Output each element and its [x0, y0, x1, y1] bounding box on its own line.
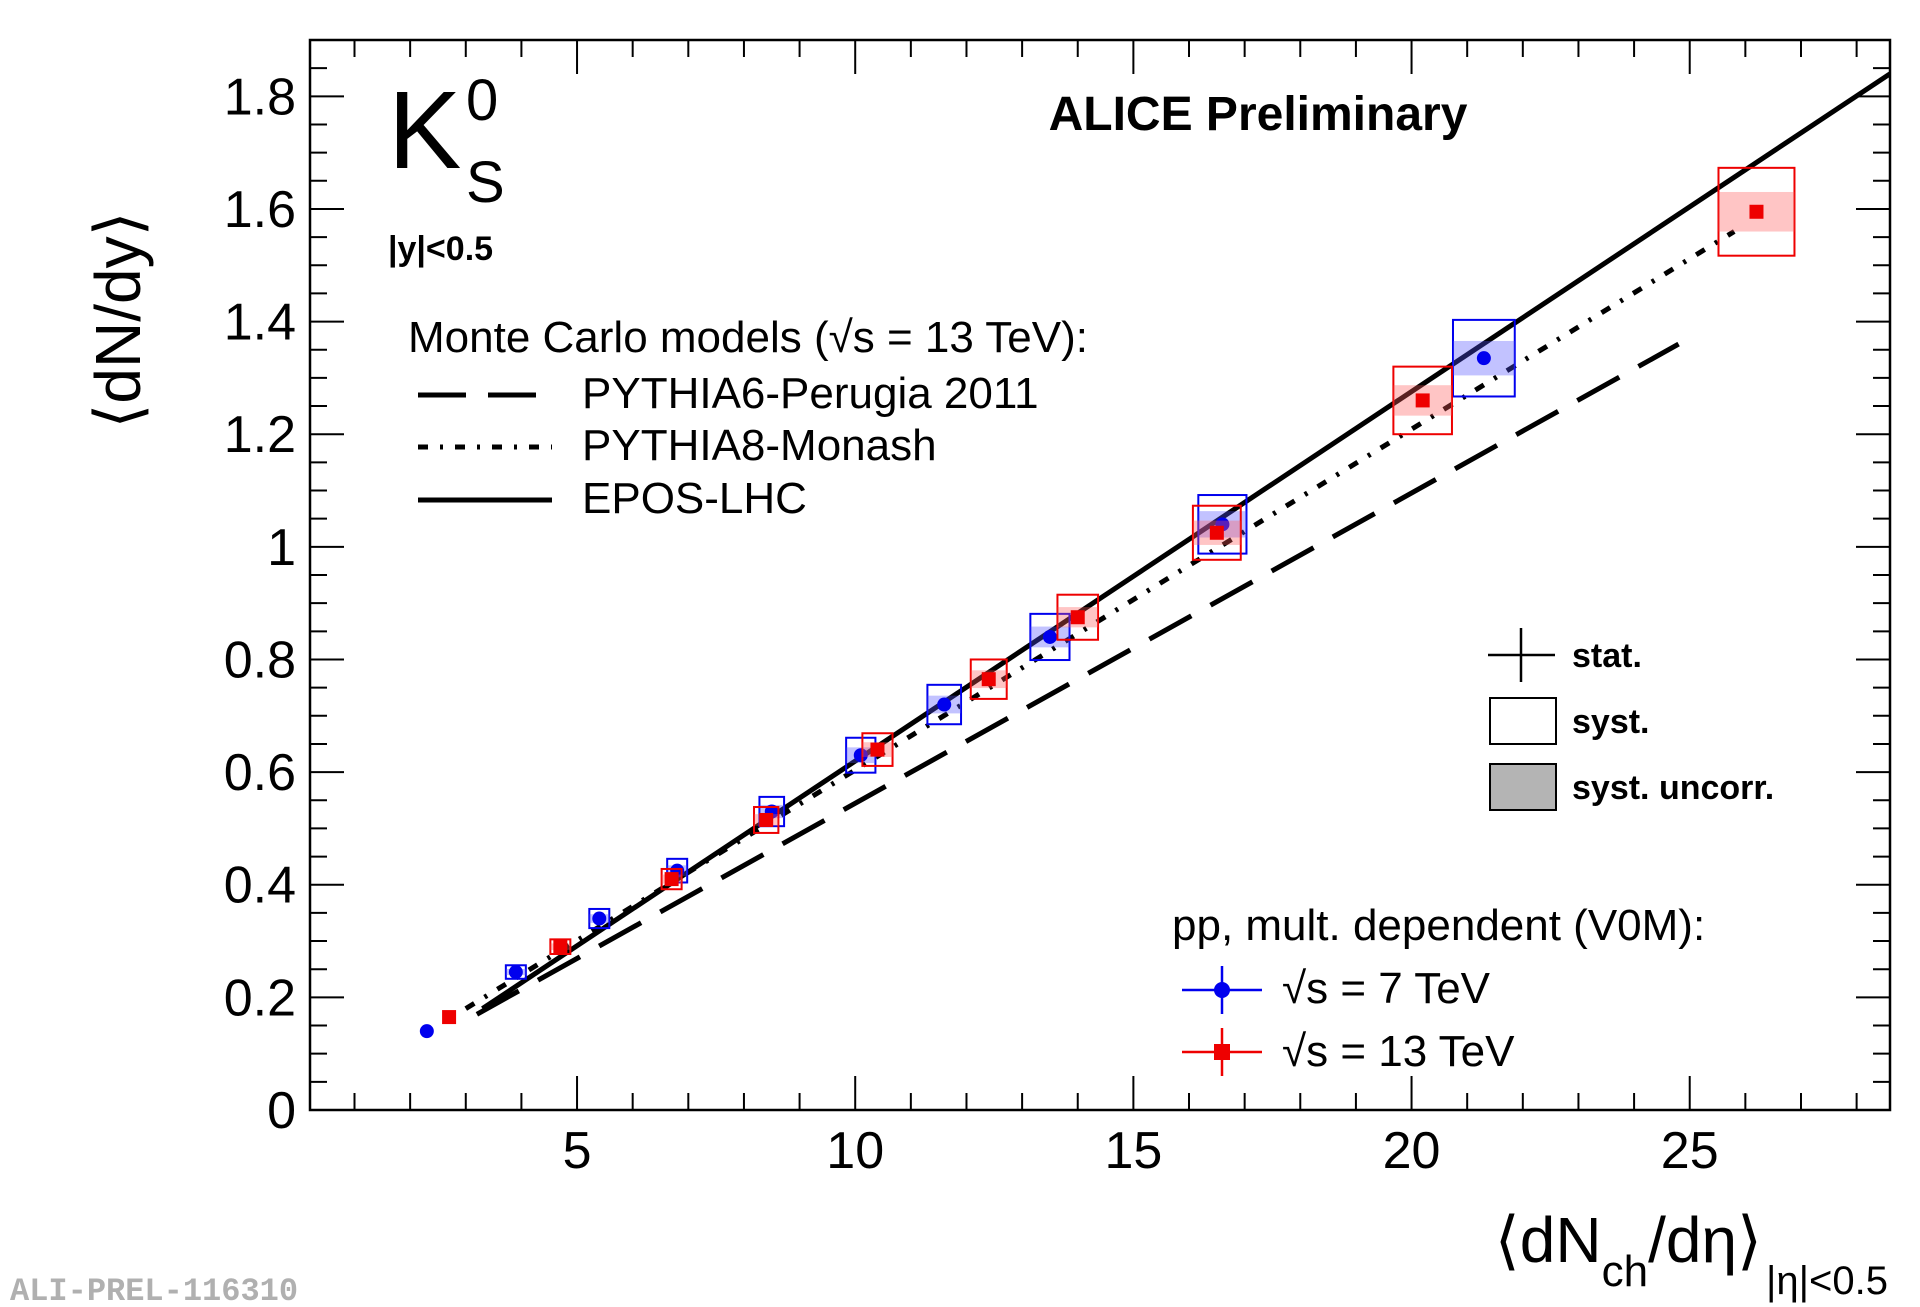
syst-box [1056, 593, 1100, 641]
data-point-13tev [1749, 204, 1764, 219]
particle-label-sup: 0 [466, 68, 498, 133]
data-point-7tev [1042, 629, 1057, 644]
footer-id: ALI-PREL-116310 [10, 1273, 298, 1307]
syst-box [588, 907, 611, 930]
y-axis-label: ⟨dN/dy⟩ [82, 211, 154, 428]
data-point-13tev [1209, 525, 1224, 540]
data-point-13tev [553, 939, 568, 954]
syst-box [1029, 612, 1071, 662]
stat-label: stat. [1572, 637, 1642, 675]
data-point-13tev [870, 742, 885, 757]
alice-preliminary: ALICE Preliminary [1049, 88, 1468, 141]
x-tick-label: 10 [826, 1122, 884, 1180]
legend-13tev-marker [1214, 1044, 1230, 1060]
y-tick-label: 1.2 [224, 406, 296, 464]
x-tick-labels: 5 10 15 20 25 [563, 1122, 1719, 1180]
data-points [419, 166, 1796, 1039]
data-point-13tev [1415, 393, 1430, 408]
syst-symbol [1489, 697, 1557, 745]
data-point-7tev [508, 965, 523, 980]
data-point-7tev [592, 911, 607, 926]
x-axis-label-cond: |η|<0.5 [1766, 1259, 1888, 1303]
syst-uncorr-label: syst. uncorr. [1572, 769, 1774, 807]
data-point-7tev [853, 748, 868, 763]
x-axis-label-tail: /dη⟩ [1648, 1204, 1762, 1276]
syst-box [969, 658, 1008, 700]
x-axis-label: ⟨dNch/dη⟩|η|<0.5 [1495, 1204, 1888, 1303]
syst-box [1392, 365, 1453, 436]
y-tick-label: 0 [267, 1082, 296, 1140]
model-line-pythia8-monash [464, 229, 1736, 1011]
model-lines [464, 71, 1890, 1017]
syst-label: syst. [1572, 703, 1650, 741]
syst-box [549, 938, 572, 956]
model-line-epos-lhc [481, 71, 1890, 1011]
syst-uncorr-symbol [1489, 763, 1557, 811]
data-point-13tev [981, 672, 996, 687]
x-tick-label: 15 [1104, 1122, 1162, 1180]
syst-box [1451, 318, 1516, 398]
model-line-pythia6-perugia-2011 [475, 341, 1680, 1017]
legend-13tev-label: √s = 13 TeV [1282, 1027, 1515, 1076]
particle-label-main: K [388, 69, 461, 192]
legend-7tev-marker [1214, 982, 1230, 998]
svg-text:⟨dNch/dη⟩|η|<0.5: ⟨dNch/dη⟩|η|<0.5 [1495, 1204, 1888, 1303]
syst-box [926, 683, 963, 726]
data-point-7tev [1476, 351, 1491, 366]
model-legend: Monte Carlo models (√s = 13 TeV): PYTHIA… [408, 313, 1088, 523]
legend-7tev-label: √s = 7 TeV [1282, 964, 1491, 1013]
data-point-13tev [759, 812, 774, 827]
syst-box [861, 732, 894, 767]
axis-ticks [310, 40, 1890, 1111]
legend-label-pythia8: PYTHIA8-Monash [582, 421, 937, 470]
x-tick-label: 5 [563, 1122, 592, 1180]
y-tick-labels: 0 0.2 0.4 0.6 0.8 1 1.2 1.4 1.6 1.8 [224, 68, 296, 1140]
y-tick-label: 1.8 [224, 68, 296, 126]
legend-label-epos: EPOS-LHC [582, 474, 807, 523]
data-point-7tev [419, 1024, 434, 1039]
data-point-13tev [1070, 610, 1085, 625]
y-tick-label: 0.4 [224, 857, 296, 915]
uncertainty-legend: stat. syst. syst. uncorr. [1488, 628, 1774, 811]
x-tick-label: 20 [1383, 1122, 1441, 1180]
legend-label-pythia6: PYTHIA6-Perugia 2011 [582, 369, 1039, 418]
rapidity-label: |y|<0.5 [388, 230, 493, 268]
data-legend-title: pp, mult. dependent (V0M): [1172, 901, 1705, 950]
syst-box [1717, 166, 1796, 257]
data-point-7tev [937, 697, 952, 712]
y-tick-label: 0.2 [224, 969, 296, 1027]
y-tick-label: 1 [267, 519, 296, 577]
data-legend: pp, mult. dependent (V0M): √s = 7 TeV √s… [1172, 901, 1705, 1076]
x-axis-label-main: ⟨dN [1495, 1204, 1602, 1276]
model-legend-title: Monte Carlo models (√s = 13 TeV): [408, 313, 1088, 362]
syst-box [753, 806, 780, 834]
y-tick-label: 1.4 [224, 294, 296, 352]
syst-box [1197, 494, 1248, 555]
y-tick-label: 0.6 [224, 744, 296, 802]
syst-box [660, 867, 683, 891]
y-tick-label: 1.6 [224, 181, 296, 239]
data-point-13tev [664, 872, 679, 887]
particle-label-sub: S [466, 150, 505, 215]
data-point-13tev [442, 1010, 457, 1025]
x-tick-label: 25 [1661, 1122, 1719, 1180]
y-tick-label: 0.8 [224, 631, 296, 689]
syst-box [1191, 504, 1242, 561]
x-axis-label-sub: ch [1602, 1247, 1648, 1296]
